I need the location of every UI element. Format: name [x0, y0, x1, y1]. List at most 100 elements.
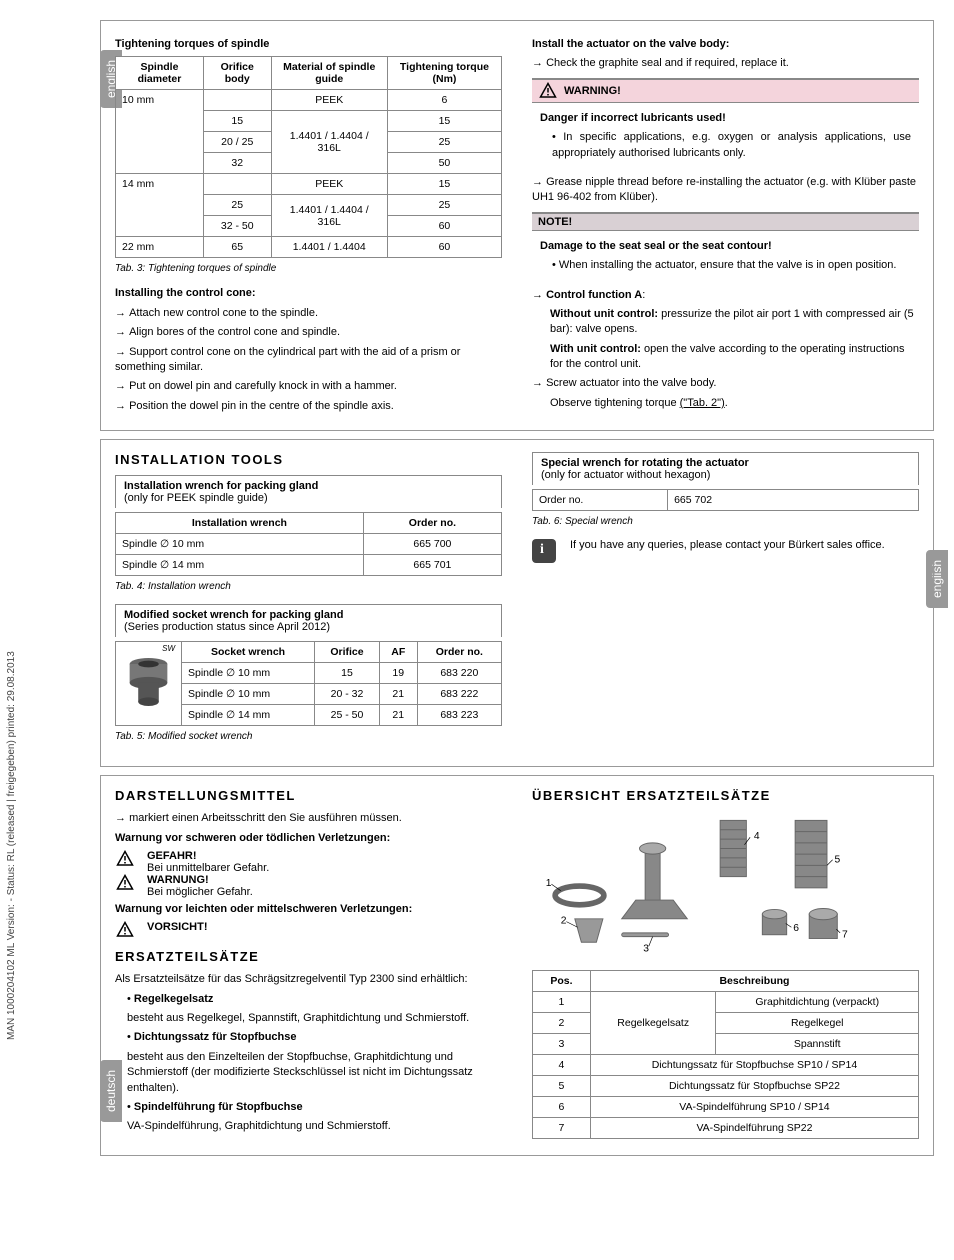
th: Pos. — [533, 971, 591, 992]
table-socket-wrench: SW Socket wrenchOrificeAFOrder no. Spind… — [115, 641, 502, 726]
th: Material of spindle guide — [271, 57, 387, 90]
td: 25 — [387, 195, 501, 216]
t: (only for PEEK spindle guide) — [124, 492, 268, 504]
td: Spindle ∅ 10 mm — [182, 663, 315, 684]
cf-a-label: Control function A — [546, 289, 642, 301]
t6-title: Special wrench for rotating the actuator… — [532, 452, 919, 485]
panel-torques: Tightening torques of spindle Spindle di… — [100, 20, 934, 431]
step-ref: Observe tightening torque ("Tab. 2"). — [550, 396, 919, 411]
intro: Als Ersatzteilsätze für das Schrägsitzre… — [115, 972, 502, 987]
td: 32 — [203, 153, 271, 174]
pos-1: 1 — [546, 878, 552, 889]
td: Dichtungssatz für Stopfbuchse SP10 / SP1… — [590, 1055, 918, 1076]
arrow-note: markiert einen Arbeitsschritt den Sie au… — [115, 811, 502, 826]
warning-box: WARNING! Danger if incorrect lubricants … — [532, 78, 919, 169]
t: Without unit control: — [550, 308, 658, 320]
heading-torques: Tightening torques of spindle — [115, 37, 502, 52]
td: 25 - 50 — [315, 705, 380, 726]
td: 665 700 — [363, 534, 501, 555]
step: Check the graphite seal and if required,… — [532, 56, 919, 71]
note-text: When installing the actuator, ensure tha… — [552, 258, 911, 273]
tab-ref-link[interactable]: ("Tab. 2") — [680, 397, 725, 409]
warning-label: WARNING! — [564, 85, 621, 97]
note-label: NOTE! — [532, 214, 919, 230]
info-text: If you have any queries, please contact … — [570, 539, 885, 551]
td: Order no. — [533, 490, 668, 511]
td: 1.4401 / 1.4404 / 316L — [271, 111, 387, 174]
th: Spindle diameter — [116, 57, 204, 90]
th: Tightening torque (Nm) — [387, 57, 501, 90]
item-desc: besteht aus den Einzelteilen der Stopfbu… — [127, 1050, 502, 1096]
pos-2: 2 — [561, 916, 567, 927]
caption-tab5: Tab. 5: Modified socket wrench — [115, 730, 502, 744]
t: Modified socket wrench for packing gland — [124, 609, 343, 621]
td: 10 mm — [116, 90, 204, 174]
t: Bei unmittelbarer Gefahr. — [147, 862, 269, 874]
td: 25 — [203, 195, 271, 216]
td: 14 mm — [116, 174, 204, 237]
t: Installation wrench for packing gland — [124, 480, 318, 492]
warn-head: Warnung vor schweren oder tödlichen Verl… — [115, 831, 502, 846]
t: Special wrench for rotating the actuator — [541, 457, 749, 469]
t: Bei möglicher Gefahr. — [147, 886, 253, 898]
note-title: Damage to the seat seal or the seat cont… — [540, 239, 911, 254]
step: Attach new control cone to the spindle. — [115, 306, 502, 321]
td: 6 — [387, 90, 501, 111]
th: Installation wrench — [116, 513, 364, 534]
socket-icon — [121, 652, 176, 712]
td: 4 — [533, 1055, 591, 1076]
td: 21 — [379, 705, 417, 726]
td: VA-Spindelführung SP22 — [590, 1118, 918, 1139]
cf-a-line: Without unit control: pressurize the pil… — [550, 307, 919, 338]
td: 683 223 — [417, 705, 501, 726]
warn-head-2: Warnung vor leichten oder mittelschweren… — [115, 902, 502, 917]
td: 1.4401 / 1.4404 — [271, 237, 387, 258]
step: Support control cone on the cylindrical … — [115, 345, 502, 376]
td: 32 - 50 — [203, 216, 271, 237]
td — [203, 174, 271, 195]
panel-german: DARSTELLUNGSMITTEL markiert einen Arbeit… — [100, 775, 934, 1156]
t: Spindelführung für Stopfbuchse — [134, 1101, 303, 1113]
td: 5 — [533, 1076, 591, 1097]
heading-install-actuator: Install the actuator on the valve body: — [532, 37, 919, 52]
td: Dichtungssatz für Stopfbuchse SP22 — [590, 1076, 918, 1097]
t: Regelkegelsatz — [134, 993, 213, 1005]
note-box: NOTE! Damage to the seat seal or the sea… — [532, 212, 919, 282]
td: 1.4401 / 1.4404 / 316L — [271, 195, 387, 237]
t: . — [725, 397, 728, 409]
td: Graphitdichtung (verpackt) — [716, 992, 919, 1013]
warning-icon — [538, 82, 558, 100]
step: Put on dowel pin and carefully knock in … — [115, 379, 502, 394]
td: Spindle ∅ 10 mm — [116, 534, 364, 555]
danger-icon — [115, 850, 135, 868]
step: Screw actuator into the valve body. — [532, 376, 919, 391]
parts-diagram: 1 2 3 4 5 6 7 — [532, 811, 852, 961]
td: 50 — [387, 153, 501, 174]
table-special-wrench: Order no.665 702 — [532, 489, 919, 511]
warning-icon — [115, 874, 135, 892]
th: AF — [379, 642, 417, 663]
th: Orifice body — [203, 57, 271, 90]
item: Regelkegelsatz — [127, 992, 502, 1007]
cf-a-line: With unit control: open the valve accord… — [550, 342, 919, 373]
heading-darstellung: DARSTELLUNGSMITTEL — [115, 788, 502, 803]
td: PEEK — [271, 174, 387, 195]
td: 60 — [387, 237, 501, 258]
caption-tab6: Tab. 6: Special wrench — [532, 515, 919, 529]
t: With unit control: — [550, 343, 641, 355]
item-desc: besteht aus Regelkegel, Spannstift, Grap… — [127, 1011, 502, 1026]
td: Spindle ∅ 14 mm — [182, 705, 315, 726]
table-install-wrench: Installation wrenchOrder no. Spindle ∅ 1… — [115, 512, 502, 576]
td: 25 — [387, 132, 501, 153]
gefahr-label: GEFAHR! — [147, 850, 197, 862]
td: 15 — [203, 111, 271, 132]
warnung-label: WARNUNG! — [147, 874, 209, 886]
table-parts: Pos.Beschreibung 1RegelkegelsatzGraphitd… — [532, 970, 919, 1139]
td: Regelkegelsatz — [590, 992, 716, 1055]
td: 665 702 — [668, 490, 919, 511]
th: Beschreibung — [590, 971, 918, 992]
warning-text: In specific applications, e.g. oxygen or… — [552, 130, 911, 161]
doc-meta-vertical: MAN 1000204102 ML Version: - Status: RL … — [6, 651, 17, 1040]
heading-tools: INSTALLATION TOOLS — [115, 452, 502, 467]
td: 21 — [379, 684, 417, 705]
